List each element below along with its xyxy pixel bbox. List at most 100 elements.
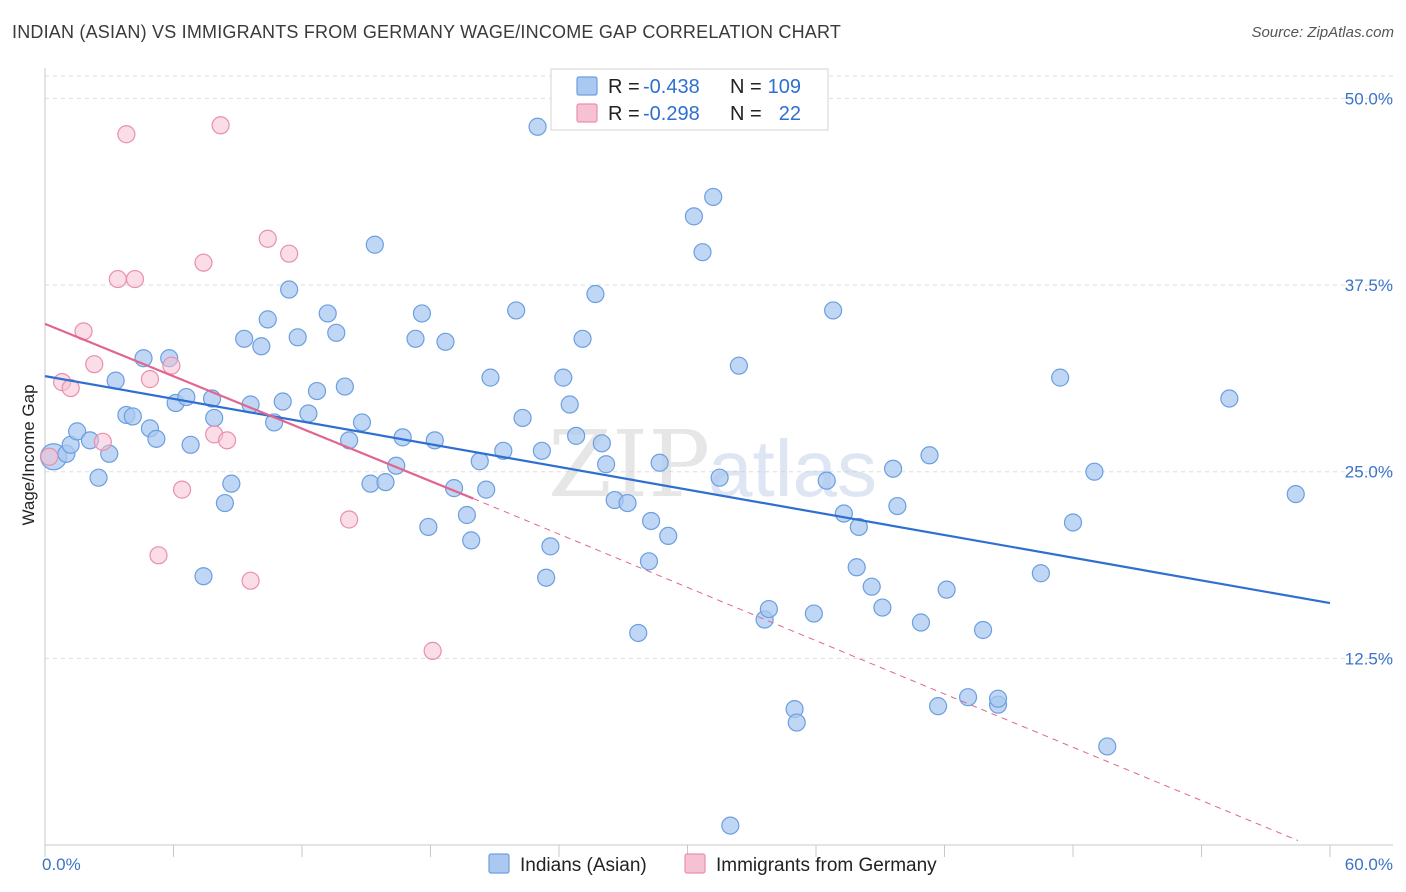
- legend-swatch-blue: [576, 76, 598, 96]
- point-indians-46: [436, 332, 455, 351]
- point-indians-16: [181, 435, 200, 454]
- point-germany-5: [93, 432, 112, 451]
- point-indians-30: [299, 404, 318, 423]
- point-germany-0: [40, 447, 59, 466]
- legend-r-label-2: R =: [608, 103, 640, 125]
- point-indians-60: [554, 368, 573, 387]
- point-indians-63: [573, 329, 592, 348]
- point-indians-95: [920, 446, 939, 465]
- legend-r-value-1: -0.438: [643, 76, 700, 98]
- point-indians-5: [89, 468, 108, 487]
- point-indians-25: [258, 310, 277, 329]
- point-indians-52: [481, 368, 500, 387]
- point-indians-49: [462, 531, 481, 550]
- point-indians-72: [650, 453, 669, 472]
- point-indians-101: [988, 689, 1008, 708]
- series-indians-points: [39, 117, 1305, 835]
- point-indians-79: [729, 356, 749, 375]
- point-indians-33: [327, 323, 346, 342]
- series-germany-points: [40, 116, 442, 660]
- point-indians-24: [252, 337, 271, 356]
- point-indians-21: [222, 474, 241, 493]
- point-indians-37: [361, 474, 380, 493]
- point-indians-56: [528, 117, 547, 136]
- point-indians-107: [1220, 389, 1239, 408]
- point-indians-92: [883, 459, 903, 478]
- point-indians-78: [721, 816, 740, 835]
- point-indians-105: [1085, 462, 1104, 481]
- point-indians-97: [937, 580, 956, 599]
- point-indians-68: [618, 493, 637, 513]
- point-indians-99: [973, 620, 993, 640]
- point-germany-20: [423, 641, 442, 660]
- point-indians-96: [928, 697, 948, 716]
- source-credit: Source: ZipAtlas.com: [1251, 24, 1394, 41]
- y-tick-label-3: 50.0%: [1345, 89, 1393, 108]
- point-indians-58: [537, 568, 556, 587]
- point-indians-28: [280, 280, 299, 299]
- point-indians-73: [659, 526, 678, 546]
- point-indians-20: [215, 493, 234, 513]
- point-indians-27: [273, 392, 292, 411]
- point-indians-66: [597, 455, 616, 474]
- point-indians-108: [1286, 484, 1305, 504]
- point-indians-75: [693, 243, 712, 262]
- point-indians-51: [477, 480, 496, 499]
- y-axis-title: Wage/Income Gap: [19, 384, 38, 525]
- point-indians-98: [958, 688, 978, 707]
- point-indians-38: [365, 235, 384, 254]
- point-indians-93: [888, 496, 907, 516]
- point-germany-14: [211, 116, 230, 135]
- point-indians-31: [307, 381, 327, 401]
- watermark-atlas: atlas: [708, 424, 877, 513]
- bottom-legend-swatch-blue: [488, 853, 510, 874]
- point-germany-15: [217, 431, 237, 450]
- point-indians-3: [68, 422, 87, 441]
- trend-lines: [44, 322, 1331, 841]
- point-germany-17: [258, 229, 277, 248]
- trend-line-germany-extension: [473, 498, 1299, 841]
- point-germany-18: [280, 244, 299, 263]
- point-indians-22: [235, 329, 254, 348]
- point-indians-69: [629, 623, 648, 643]
- point-indians-86: [824, 301, 843, 320]
- point-indians-77: [710, 468, 729, 487]
- series-legend: Indians (Asian) Immigrants from Germany: [488, 853, 937, 876]
- point-indians-84: [804, 604, 823, 623]
- point-germany-6: [108, 269, 127, 289]
- trend-line-germany: [44, 322, 474, 500]
- point-indians-17: [194, 567, 213, 586]
- legend-n-label-1: N =: [730, 76, 762, 98]
- point-indians-81: [759, 599, 778, 619]
- point-germany-7: [125, 269, 145, 289]
- point-indians-102: [1031, 564, 1050, 583]
- point-indians-83: [787, 713, 806, 732]
- bottom-legend-label-indians: Indians (Asian): [520, 855, 647, 876]
- trend-line-indians: [44, 375, 1331, 605]
- point-indians-94: [911, 613, 931, 632]
- bottom-legend-swatch-pink: [684, 853, 706, 874]
- point-germany-21: [117, 125, 136, 144]
- point-indians-39: [376, 473, 395, 492]
- point-indians-70: [639, 552, 659, 571]
- point-germany-10: [162, 356, 181, 375]
- point-indians-88: [847, 558, 866, 577]
- point-indians-71: [641, 511, 661, 531]
- point-indians-32: [318, 304, 337, 323]
- point-indians-48: [457, 505, 477, 525]
- point-germany-12: [194, 253, 213, 272]
- legend-r-value-2: -0.298: [643, 103, 700, 125]
- point-germany-16: [241, 571, 260, 590]
- point-indians-90: [862, 577, 881, 596]
- point-indians-34: [335, 377, 354, 396]
- y-tick-labels: 12.5% 25.0% 37.5% 50.0%: [1345, 89, 1393, 668]
- point-indians-53: [494, 441, 513, 460]
- point-germany-8: [140, 370, 160, 389]
- point-indians-104: [1063, 513, 1083, 532]
- point-indians-106: [1098, 737, 1117, 756]
- point-indians-9: [123, 407, 142, 426]
- point-indians-62: [567, 426, 586, 445]
- point-indians-12: [147, 429, 166, 448]
- correlation-legend: R = -0.438 N = 109 R = -0.298 N = 22: [550, 68, 829, 131]
- point-indians-59: [541, 537, 560, 556]
